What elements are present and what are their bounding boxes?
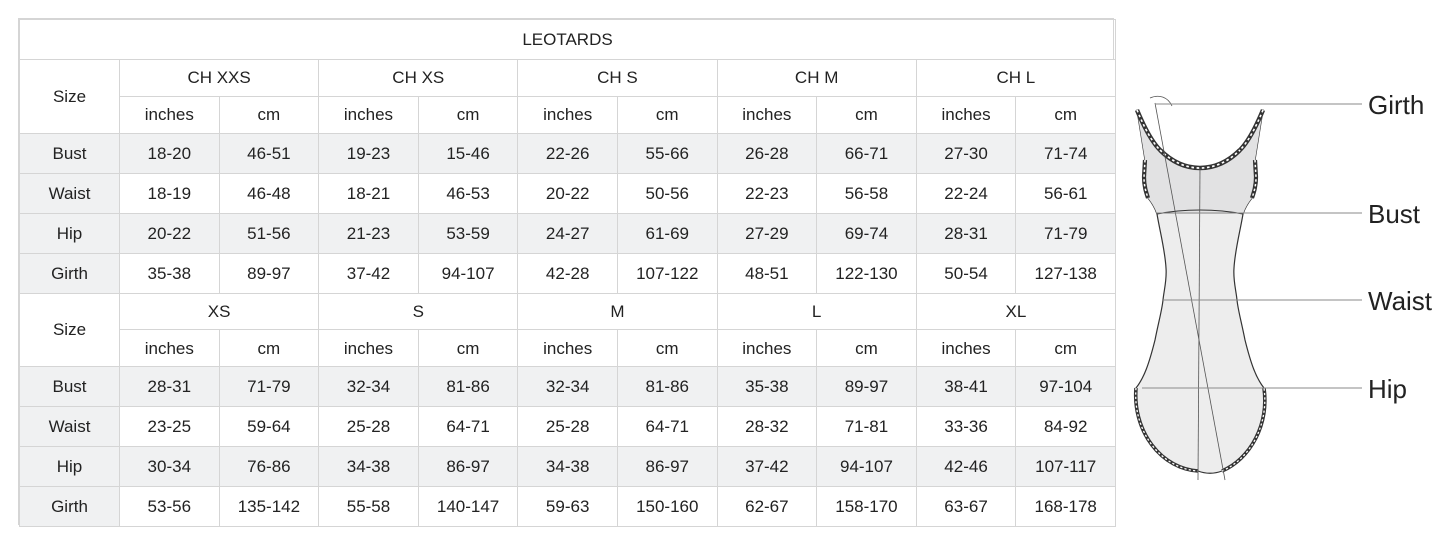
svg-text:Girth: Girth (1368, 90, 1424, 120)
svg-text:Waist: Waist (1368, 286, 1433, 316)
svg-text:Bust: Bust (1368, 199, 1421, 229)
svg-text:Hip: Hip (1368, 374, 1407, 404)
